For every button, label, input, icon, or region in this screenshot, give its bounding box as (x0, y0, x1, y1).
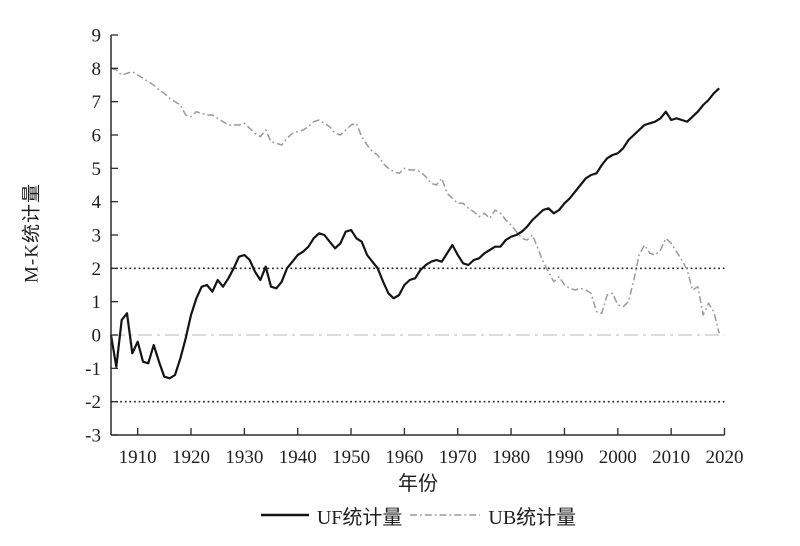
y-tick-label: 7 (92, 92, 102, 113)
x-axis-title: 年份 (398, 473, 438, 495)
x-tick-label: 1950 (332, 447, 370, 468)
y-tick-label: -1 (85, 359, 101, 380)
y-tick-label: 6 (92, 126, 102, 147)
legend-item-uf: UF统计量 (260, 501, 403, 530)
y-tick-label: -2 (85, 392, 101, 413)
x-tick-label: 1930 (225, 447, 263, 468)
y-tick-label: 1 (92, 292, 102, 313)
x-tick-label: 1990 (545, 447, 583, 468)
x-tick-label: 1920 (172, 447, 210, 468)
ub-line (110, 67, 720, 334)
legend: UF统计量 UB统计量 (111, 500, 725, 530)
x-tick-label: 1910 (119, 447, 157, 468)
y-tick-label: -3 (85, 426, 101, 447)
x-tick-label: 2010 (652, 447, 690, 468)
y-tick-label: 8 (92, 59, 102, 80)
y-tick-label: 0 (92, 326, 102, 347)
legend-item-ub: UB统计量 (409, 501, 576, 530)
x-tick-label: 1970 (439, 447, 477, 468)
y-tick-label: 4 (92, 192, 102, 213)
legend-label-ub: UB统计量 (488, 506, 577, 529)
y-tick-label: 5 (92, 159, 102, 180)
ub-line-sample (410, 514, 481, 516)
x-tick-label: 1980 (492, 447, 530, 468)
y-tick-label: 3 (92, 226, 102, 247)
x-tick-label: 2020 (706, 447, 744, 468)
x-tick-label: 2000 (599, 447, 637, 468)
uf-line-sample (260, 513, 309, 517)
uf-line (109, 87, 720, 380)
y-tick-label: 9 (92, 26, 102, 47)
y-tick-label: 2 (92, 259, 102, 280)
y-axis-title: M-K统计量 (21, 183, 43, 283)
x-tick-label: 1940 (279, 447, 317, 468)
x-tick-label: 1960 (385, 447, 423, 468)
legend-label-uf: UF统计量 (316, 506, 403, 529)
